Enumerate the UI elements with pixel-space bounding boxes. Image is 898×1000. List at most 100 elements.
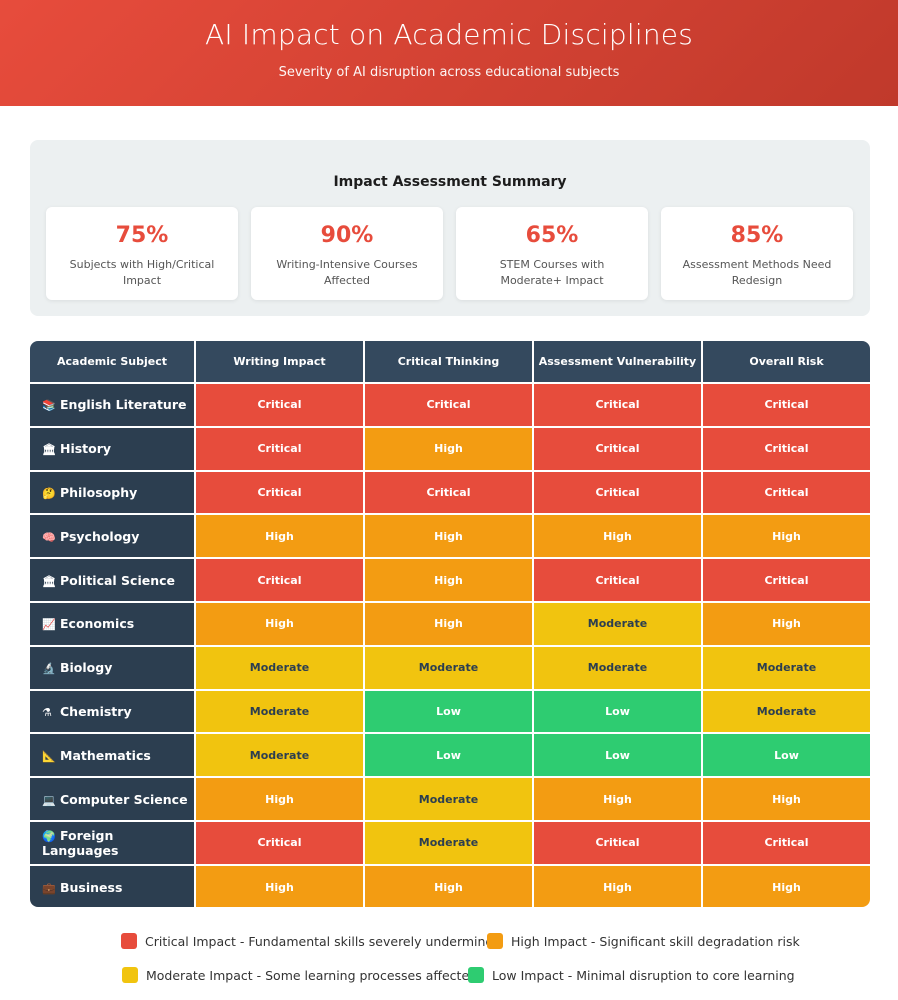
stat-value: 75%	[115, 223, 169, 248]
subject-label: Foreign Languages	[42, 827, 119, 858]
impact-cell-writing: Critical	[195, 558, 365, 603]
subject-cell: ⚗ Chemistry	[30, 689, 196, 735]
impact-cell-thinking: High	[364, 864, 534, 907]
impact-cell-overall: Critical	[702, 820, 870, 866]
impact-cell-thinking: High	[364, 558, 534, 603]
table-row: 🧠 Psychology High High High High	[30, 514, 870, 560]
legend-item-moderate: Moderate Impact - Some learning processe…	[122, 965, 477, 985]
impact-cell-thinking: Low	[364, 689, 534, 735]
subject-icon: 🔬	[42, 662, 56, 676]
subject-cell: 📐 Mathematics	[30, 733, 196, 779]
impact-cell-overall: Moderate	[702, 645, 870, 691]
stat-value: 85%	[730, 223, 784, 248]
subject-cell: 🏛 Political Science	[30, 558, 196, 603]
legend-item-high: High Impact - Significant skill degradat…	[487, 931, 800, 951]
page-header: AI Impact on Academic Disciplines Severi…	[0, 0, 898, 106]
impact-matrix: Academic Subject Writing Impact Critical…	[30, 341, 870, 907]
table-row: 🏛 Political Science Critical High Critical Cr…	[30, 558, 870, 603]
impact-cell-thinking: Critical	[364, 383, 534, 428]
impact-cell-overall: Low	[702, 733, 870, 779]
subject-cell: 💼 Business	[30, 864, 196, 907]
impact-cell-thinking: High	[364, 426, 534, 472]
impact-cell-thinking: High	[364, 514, 534, 560]
stat-label: Subjects with High/Critical Impact	[69, 258, 215, 287]
impact-cell-assessment: Moderate	[533, 601, 703, 647]
summary-title: Impact Assessment Summary	[333, 174, 567, 190]
stat-label: STEM Courses with Moderate+ Impact	[499, 258, 605, 287]
legend-swatch-low	[468, 967, 484, 983]
subject-icon: 📚	[42, 399, 56, 413]
legend-label: Low Impact - Minimal disruption to core …	[492, 967, 795, 983]
subject-icon: 💻	[42, 793, 56, 807]
stat-card-writing: 90% Writing-Intensive Courses Affected	[251, 207, 443, 300]
impact-cell-thinking: Low	[364, 733, 534, 779]
table-row: 📐 Mathematics Moderate Low Low Low	[30, 733, 870, 779]
legend-swatch-moderate	[122, 967, 138, 983]
impact-cell-assessment: Critical	[533, 470, 703, 516]
impact-cell-writing: High	[195, 514, 365, 560]
table-row: 🤔 Philosophy Critical Critical Critical Criti…	[30, 470, 870, 516]
subject-icon: 🏛	[42, 443, 56, 457]
table-row: 🏛 History Critical High Critical Critical	[30, 426, 870, 472]
stat-card-stem: 65% STEM Courses with Moderate+ Impact	[456, 207, 648, 300]
impact-cell-overall: Critical	[702, 558, 870, 603]
column-header-assessment: Assessment Vulnerability	[533, 341, 703, 384]
stat-value: 90%	[320, 223, 374, 248]
subject-cell: 💻 Computer Science	[30, 777, 196, 822]
subject-label: Computer Science	[60, 791, 188, 807]
subject-cell: 📈 Economics	[30, 601, 196, 647]
table-row: ⚗ Chemistry Moderate Low Low Moderate	[30, 689, 870, 735]
subject-icon: 💼	[42, 881, 56, 895]
table-row: 🌍 Foreign Languages Critical Moderate Critic…	[30, 820, 870, 866]
subject-label: Business	[60, 879, 123, 895]
column-header-overall: Overall Risk	[702, 341, 870, 384]
impact-cell-writing: High	[195, 864, 365, 907]
stat-card-assessment: 85% Assessment Methods Need Redesign	[661, 207, 853, 300]
impact-cell-assessment: High	[533, 864, 703, 907]
impact-cell-thinking: Critical	[364, 470, 534, 516]
impact-cell-assessment: Low	[533, 689, 703, 735]
impact-cell-assessment: Critical	[533, 426, 703, 472]
impact-cell-writing: Critical	[195, 820, 365, 866]
impact-cell-thinking: High	[364, 601, 534, 647]
table-row: 🔬 Biology Moderate Moderate Moderate Moderate	[30, 645, 870, 691]
legend-label: High Impact - Significant skill degradat…	[511, 933, 800, 949]
legend-item-low: Low Impact - Minimal disruption to core …	[468, 965, 795, 985]
impact-cell-assessment: Critical	[533, 558, 703, 603]
impact-cell-writing: High	[195, 601, 365, 647]
subject-icon: 🧠	[42, 530, 56, 544]
subject-cell: 🌍 Foreign Languages	[30, 820, 196, 866]
summary-panel: Impact Assessment Summary 75% Subjects w…	[30, 140, 870, 316]
subject-icon: 📐	[42, 749, 56, 763]
impact-cell-overall: High	[702, 601, 870, 647]
subject-label: Psychology	[60, 528, 140, 544]
impact-cell-assessment: High	[533, 514, 703, 560]
subject-cell: 🤔 Philosophy	[30, 470, 196, 516]
subject-icon: 📈	[42, 618, 56, 632]
subject-label: Economics	[60, 616, 135, 632]
impact-cell-writing: Critical	[195, 383, 365, 428]
subject-label: Mathematics	[60, 747, 151, 763]
subject-cell: 📚 English Literature	[30, 383, 196, 428]
impact-cell-writing: High	[195, 777, 365, 822]
legend-swatch-critical	[121, 933, 137, 949]
subject-label: Chemistry	[60, 703, 132, 719]
column-header-thinking: Critical Thinking	[364, 341, 534, 384]
impact-cell-overall: High	[702, 514, 870, 560]
stat-label: Writing-Intensive Courses Affected	[276, 258, 418, 287]
legend-swatch-high	[487, 933, 503, 949]
impact-cell-writing: Critical	[195, 470, 365, 516]
impact-table: Academic Subject Writing Impact Critical…	[30, 341, 870, 907]
legend-label: Moderate Impact - Some learning processe…	[146, 967, 478, 983]
subject-label: Philosophy	[60, 484, 138, 500]
column-header-writing: Writing Impact	[195, 341, 365, 384]
subject-icon: ⚗	[42, 705, 52, 719]
table-row: 📚 English Literature Critical Critical Criti…	[30, 383, 870, 428]
impact-cell-assessment: Critical	[533, 820, 703, 866]
page-subtitle: Severity of AI disruption across educati…	[278, 65, 620, 80]
table-row: 💼 Business High High High High	[30, 864, 870, 907]
impact-cell-writing: Moderate	[195, 733, 365, 779]
stat-label: Assessment Methods Need Redesign	[682, 258, 832, 287]
impact-cell-writing: Moderate	[195, 689, 365, 735]
subject-label: History	[60, 441, 112, 457]
